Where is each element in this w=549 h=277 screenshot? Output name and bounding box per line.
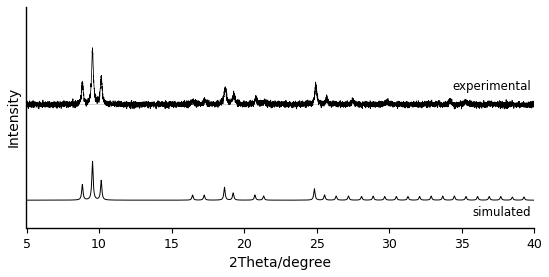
Y-axis label: Intensity: Intensity xyxy=(7,87,21,147)
Text: simulated: simulated xyxy=(473,206,531,219)
Text: experimental: experimental xyxy=(452,80,531,93)
X-axis label: 2Theta/degree: 2Theta/degree xyxy=(229,256,331,270)
